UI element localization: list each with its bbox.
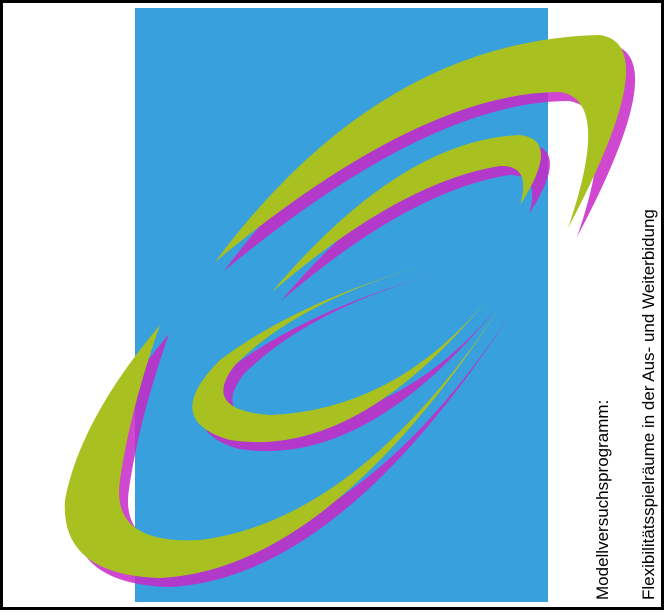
page: Modellversuchsprogramm: Flexibilitätsspi… [0,0,664,610]
cover: Modellversuchsprogramm: Flexibilitätsspi… [0,0,664,610]
subtitle-line-2: Flexibilitätsspielräume in der Aus- und … [639,209,658,600]
subtitle-line-1: Modellversuchsprogramm: [593,400,612,600]
